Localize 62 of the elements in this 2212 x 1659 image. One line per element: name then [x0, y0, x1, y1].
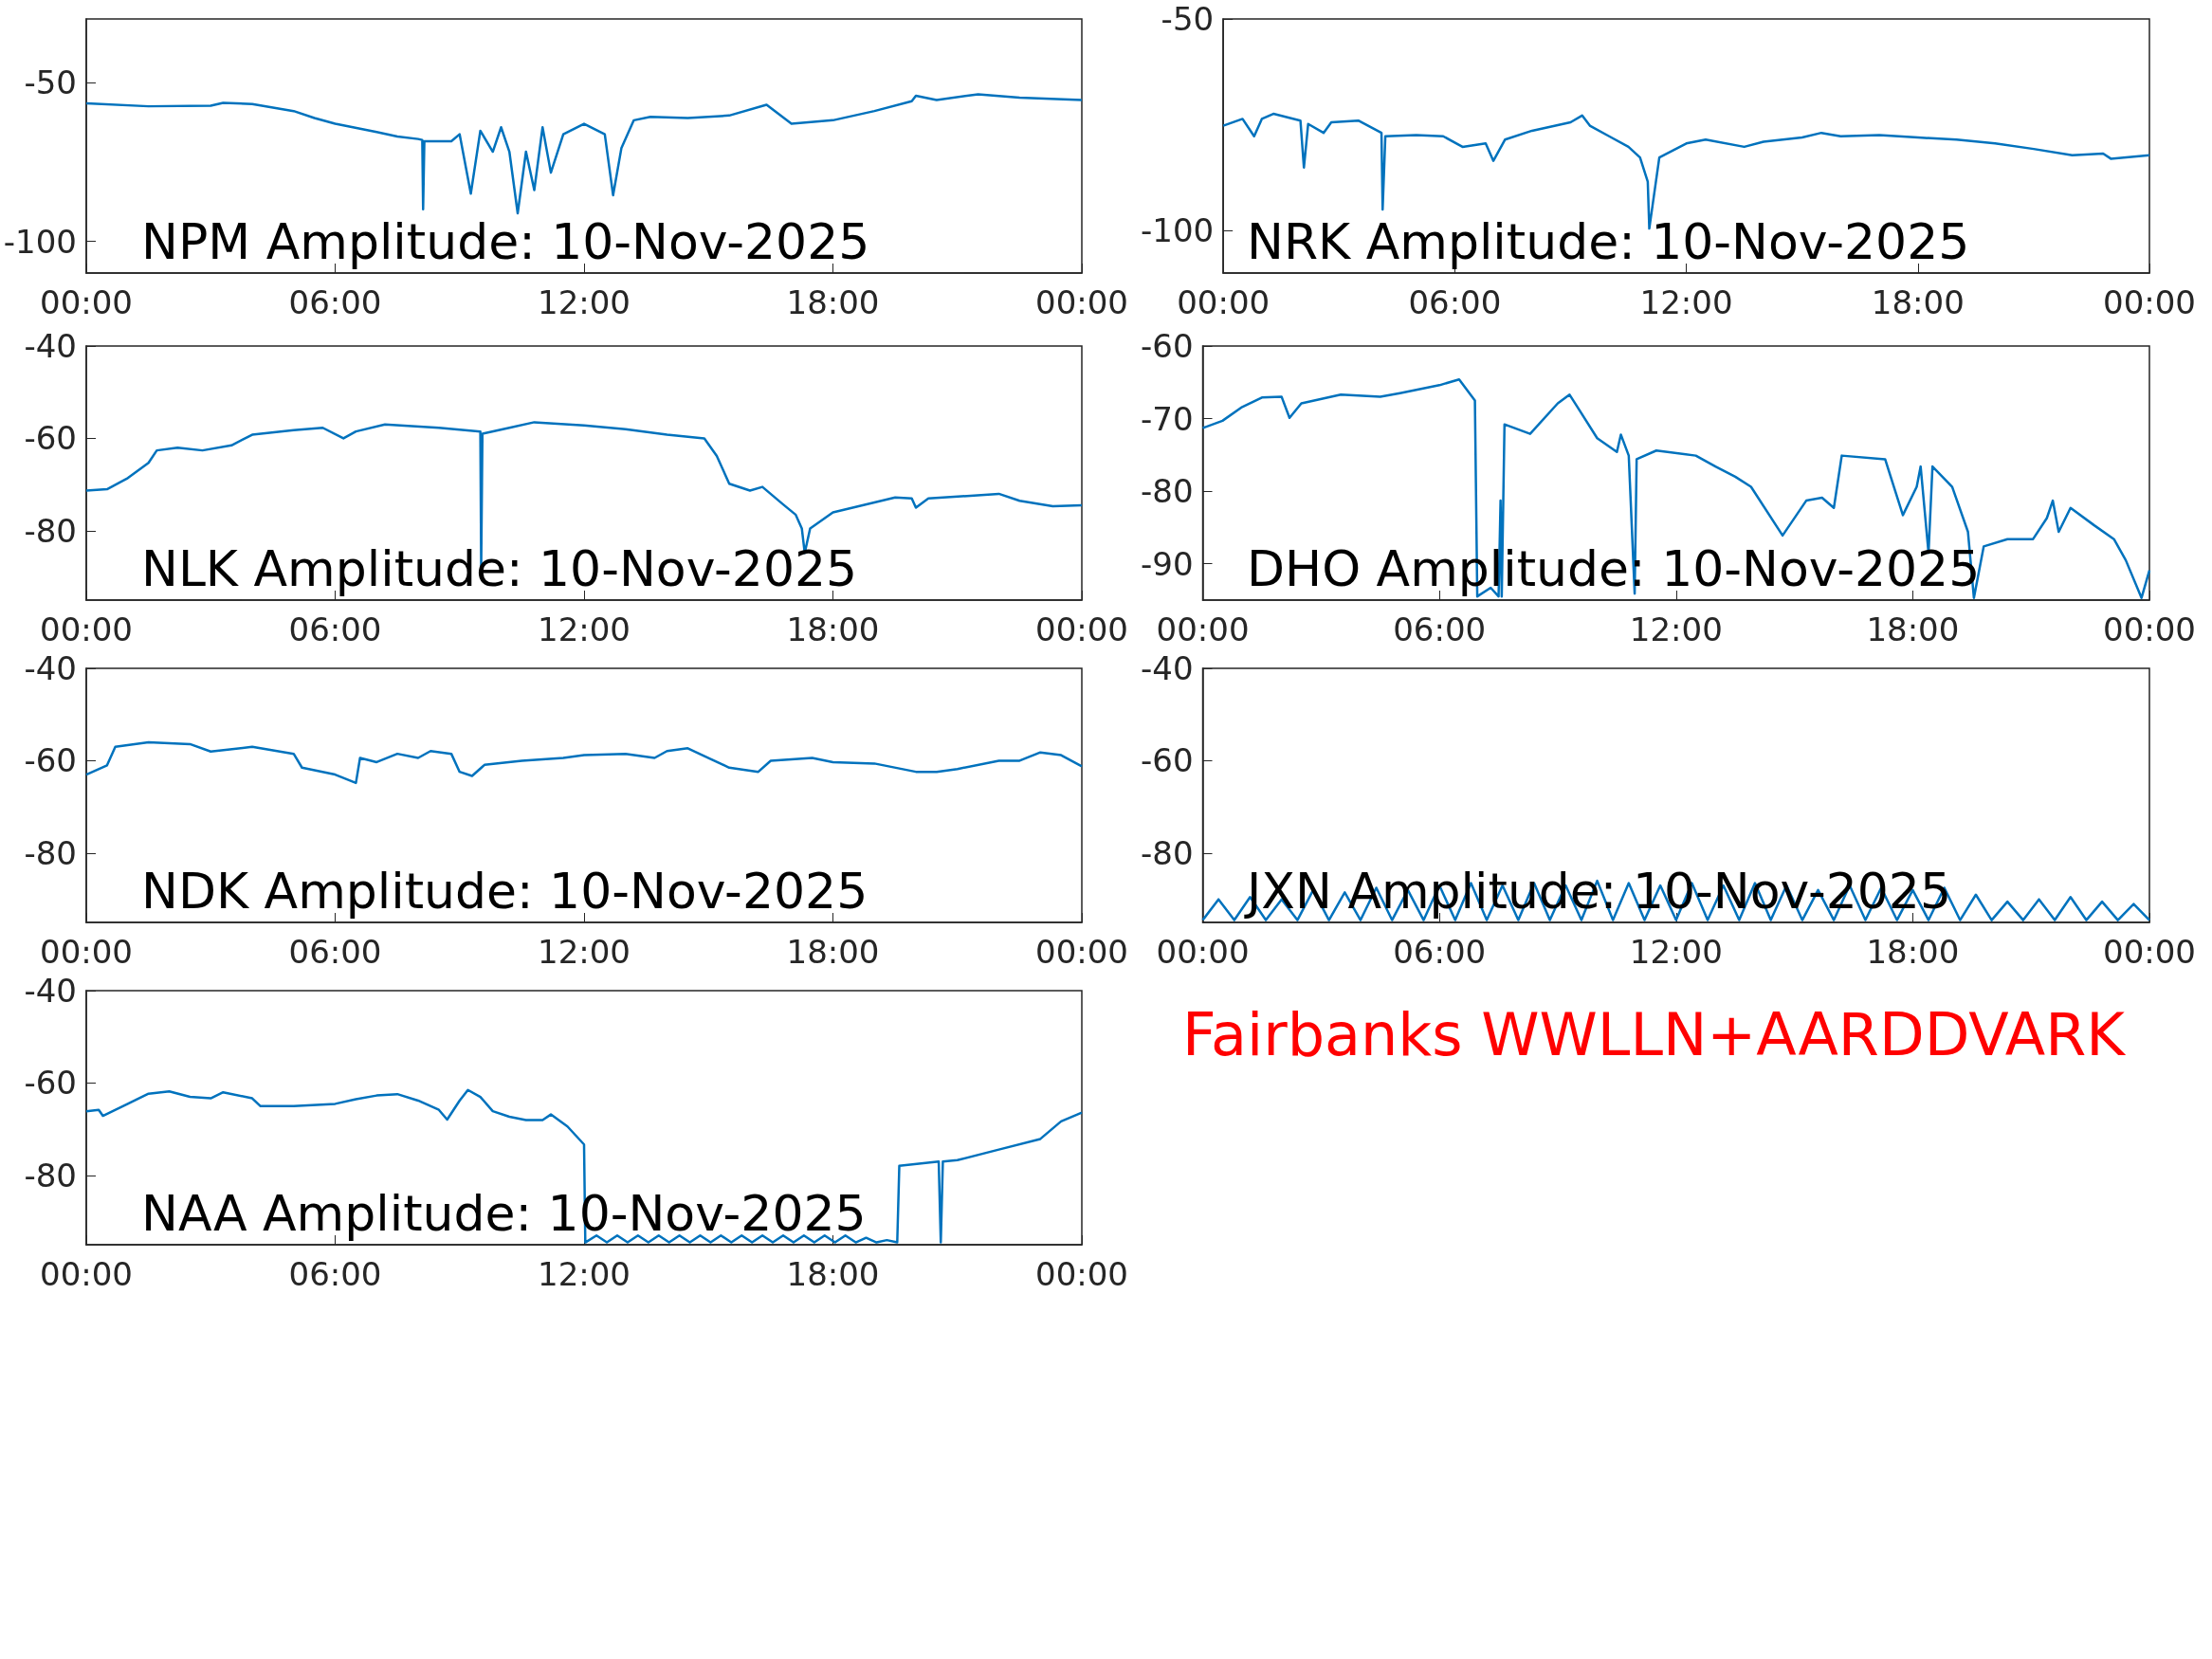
y-tick-label: -80	[1140, 833, 1194, 872]
x-tick-label: 00:00	[1035, 1255, 1128, 1293]
x-tick-label: 00:00	[1035, 611, 1128, 648]
y-tick-label: -80	[24, 1156, 77, 1194]
y-tick-label: -40	[24, 972, 77, 1010]
text: Fairbanks WWLLN+AARDDVARK	[1182, 999, 2127, 1069]
x-tick-label: 18:00	[786, 933, 880, 971]
y-tick-label: -60	[24, 419, 77, 458]
text: NDK Amplitude: 10-Nov-2025	[141, 863, 868, 920]
x-tick-label: 00:00	[1156, 611, 1250, 648]
y-tick-label: -50	[24, 64, 77, 101]
x-tick-label: 00:00	[2103, 283, 2196, 321]
y-tick-label: -80	[24, 833, 77, 872]
y-tick-label: -60	[1140, 327, 1194, 365]
x-tick-label: 18:00	[1866, 933, 1960, 971]
y-tick-label: -60	[24, 1064, 77, 1103]
y-tick-label: -80	[1140, 472, 1194, 511]
y-tick-label: -60	[1140, 741, 1194, 780]
line-series	[84, 740, 1084, 785]
y-tick-label: -100	[3, 222, 77, 261]
y-tick-label: -50	[1161, 0, 1215, 38]
x-tick-label: 18:00	[1871, 283, 1965, 321]
y-tick-label: -60	[24, 741, 77, 780]
x-tick-label: 12:00	[538, 283, 631, 321]
x-tick-label: 18:00	[786, 1255, 880, 1293]
x-tick-label: 00:00	[1035, 283, 1128, 321]
x-tick-label: 12:00	[1639, 283, 1733, 321]
y-tick-label: -40	[24, 327, 77, 365]
x-tick-label: 06:00	[1393, 611, 1487, 648]
x-tick-label: 18:00	[786, 611, 880, 648]
x-tick-label: 00:00	[1156, 933, 1250, 971]
x-tick-label: 00:00	[1035, 933, 1128, 971]
x-tick-label: 12:00	[538, 933, 631, 971]
x-tick-label: 06:00	[1393, 933, 1487, 971]
x-tick-label: 00:00	[2103, 933, 2196, 971]
y-tick-label: -40	[1140, 649, 1194, 687]
x-tick-label: 12:00	[538, 1255, 631, 1293]
x-tick-label: 00:00	[40, 283, 133, 321]
text: NPM Amplitude: 10-Nov-2025	[141, 213, 870, 270]
text: NRK Amplitude: 10-Nov-2025	[1247, 213, 1970, 270]
x-tick-label: 06:00	[288, 933, 382, 971]
text: NLK Amplitude: 10-Nov-2025	[141, 540, 858, 597]
x-tick-label: 18:00	[786, 283, 880, 321]
y-tick-label: -80	[24, 511, 77, 550]
x-tick-label: 06:00	[288, 1255, 382, 1293]
line-series	[84, 93, 1084, 215]
x-tick-label: 06:00	[288, 283, 382, 321]
x-tick-label: 12:00	[538, 611, 631, 648]
x-tick-label: 00:00	[40, 611, 133, 648]
x-tick-label: 06:00	[1408, 283, 1502, 321]
x-tick-label: 00:00	[40, 1255, 133, 1293]
x-tick-label: 12:00	[1629, 933, 1723, 971]
x-tick-label: 12:00	[1629, 611, 1723, 648]
x-tick-label: 06:00	[288, 611, 382, 648]
y-tick-label: -40	[24, 649, 77, 687]
x-tick-label: 18:00	[1866, 611, 1960, 648]
y-tick-label: -90	[1140, 544, 1194, 583]
x-tick-label: 00:00	[1177, 283, 1271, 321]
x-tick-label: 00:00	[2103, 611, 2196, 648]
x-tick-label: 00:00	[40, 933, 133, 971]
y-tick-label: -100	[1140, 211, 1215, 250]
y-tick-label: -70	[1140, 399, 1194, 438]
